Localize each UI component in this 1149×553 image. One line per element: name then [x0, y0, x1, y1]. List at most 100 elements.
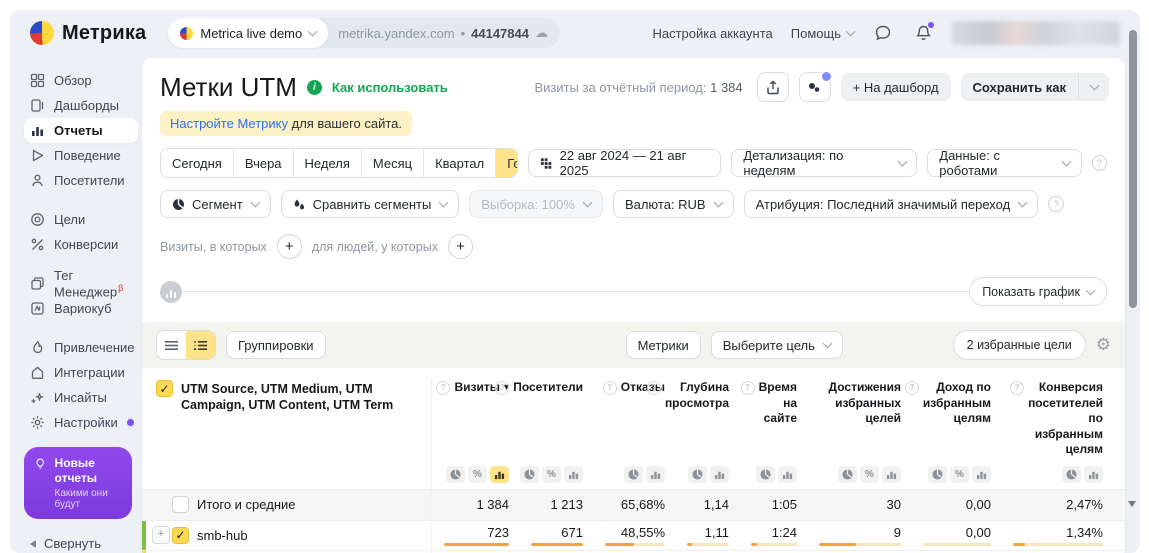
- scrollbar-down-arrow-icon[interactable]: [1128, 501, 1136, 507]
- period-today[interactable]: Сегодня: [161, 149, 234, 177]
- attribution-dropdown[interactable]: Атрибуция: Последний значимый переход: [743, 190, 1039, 218]
- help-icon[interactable]: ?: [646, 381, 661, 395]
- help-icon[interactable]: ?: [1048, 196, 1065, 212]
- sidebar-item-dashboards[interactable]: Дашборды: [24, 93, 138, 118]
- pie-toggle-icon[interactable]: [520, 465, 539, 483]
- sidebar-item-settings[interactable]: Настройки: [24, 410, 138, 435]
- add-to-dashboard-button[interactable]: + На дашборд: [840, 73, 951, 101]
- row-checkbox[interactable]: [172, 496, 189, 514]
- bar-toggle-icon[interactable]: [1084, 465, 1103, 483]
- help-menu[interactable]: Помощь: [791, 26, 856, 41]
- chart-handle-icon[interactable]: [160, 280, 182, 303]
- period-yesterday[interactable]: Вчера: [233, 149, 294, 177]
- save-as-button[interactable]: Сохранить как: [960, 73, 1078, 101]
- bar-toggle-icon[interactable]: [778, 465, 797, 483]
- setup-banner: Настройте Метрику для вашего сайта.: [160, 111, 413, 136]
- segments-share-button[interactable]: [798, 70, 833, 102]
- favorite-goals-pill[interactable]: 2 избранные цели: [952, 330, 1086, 360]
- sidebar-item-behavior[interactable]: Поведение: [24, 143, 138, 168]
- sidebar-item-goals[interactable]: Цели: [24, 207, 138, 232]
- dashboards-icon: [31, 99, 44, 112]
- help-icon[interactable]: ?: [495, 381, 510, 395]
- help-icon[interactable]: ?: [1091, 155, 1107, 171]
- help-icon[interactable]: ?: [436, 381, 451, 395]
- bar-toggle-icon[interactable]: [882, 465, 901, 483]
- add-people-condition-button[interactable]: +: [447, 234, 473, 259]
- column-header-goal-reaches[interactable]: Достижения избранных целей %: [807, 378, 911, 489]
- percent-toggle-icon[interactable]: %: [468, 465, 487, 483]
- sidebar-item-integrations[interactable]: Интеграции: [24, 360, 138, 385]
- bar-toggle-icon[interactable]: [710, 465, 729, 483]
- currency-dropdown[interactable]: Валюта: RUB: [612, 190, 734, 218]
- column-header-visits[interactable]: ? Визиты ▾ %: [431, 378, 519, 489]
- pie-toggle-icon[interactable]: [756, 465, 775, 483]
- period-quarter[interactable]: Квартал: [424, 149, 497, 177]
- pie-toggle-icon[interactable]: [1062, 465, 1081, 483]
- percent-toggle-icon[interactable]: %: [860, 465, 879, 483]
- list-view-toggle[interactable]: [157, 331, 186, 359]
- new-reports-promo-button[interactable]: Новые отчеты Какими они будут: [24, 447, 132, 519]
- sidebar-item-insights[interactable]: Инсайты: [24, 385, 138, 410]
- export-button[interactable]: [756, 72, 789, 102]
- help-icon[interactable]: ?: [904, 381, 919, 395]
- bar-toggle-icon[interactable]: [564, 465, 583, 483]
- row-checkbox[interactable]: [172, 526, 189, 544]
- sidebar-item-attraction[interactable]: Привлечение: [24, 335, 138, 360]
- data-mode-dropdown[interactable]: Данные: с роботами: [927, 148, 1082, 178]
- compare-segments-dropdown[interactable]: Сравнить сегменты: [280, 190, 460, 218]
- groupings-button[interactable]: Группировки: [226, 331, 326, 359]
- how-to-use-link[interactable]: Как использовать: [331, 80, 448, 95]
- sidebar-item-overview[interactable]: Обзор: [24, 68, 138, 93]
- setup-metrika-link[interactable]: Настройте Метрику: [170, 116, 288, 131]
- expand-row-button[interactable]: +: [152, 526, 170, 545]
- pie-toggle-icon[interactable]: [624, 465, 643, 483]
- help-icon[interactable]: ?: [1010, 381, 1025, 395]
- user-account-blurred[interactable]: [952, 21, 1120, 45]
- show-chart-button[interactable]: Показать график: [969, 277, 1107, 306]
- bar-toggle-icon[interactable]: [490, 465, 509, 483]
- help-icon[interactable]: ?: [740, 381, 755, 395]
- percent-toggle-icon[interactable]: %: [542, 465, 561, 483]
- table-settings-gear-icon[interactable]: ⚙: [1095, 334, 1111, 355]
- sidebar-item-tag-manager[interactable]: Тег Менеджерβ: [24, 268, 138, 299]
- column-header-depth[interactable]: ? Глубина просмотра: [646, 378, 739, 489]
- metrics-button[interactable]: Метрики: [625, 331, 701, 359]
- row-label[interactable]: smb-hub: [197, 527, 248, 543]
- sidebar-item-variocube[interactable]: Вариокуб: [24, 296, 138, 321]
- pie-toggle-icon[interactable]: [688, 465, 707, 483]
- scrollbar-thumb[interactable]: [1129, 30, 1137, 308]
- segment-dropdown[interactable]: Сегмент: [160, 190, 271, 218]
- period-week[interactable]: Неделя: [293, 149, 362, 177]
- save-as-dropdown[interactable]: [1078, 73, 1109, 101]
- detalization-dropdown[interactable]: Детализация: по неделям: [731, 148, 918, 178]
- select-all-checkbox[interactable]: [156, 380, 173, 397]
- period-month[interactable]: Месяц: [361, 149, 425, 177]
- vertical-scrollbar[interactable]: [1128, 30, 1137, 545]
- add-visit-condition-button[interactable]: +: [276, 234, 302, 259]
- choose-goal-dropdown[interactable]: Выберите цель: [710, 331, 843, 359]
- counter-switcher[interactable]: Metrica live demo: [168, 18, 329, 48]
- pie-toggle-icon[interactable]: [446, 465, 465, 483]
- colored-list-view-toggle[interactable]: [186, 331, 215, 359]
- help-icon[interactable]: ?: [602, 381, 617, 395]
- notifications-bell-icon[interactable]: [912, 22, 934, 44]
- pie-toggle-icon[interactable]: [838, 465, 857, 483]
- metrika-logo[interactable]: Метрика: [30, 21, 146, 45]
- sidebar-item-visitors[interactable]: Посетители: [24, 168, 138, 193]
- account-settings-link[interactable]: Настройка аккаунта: [652, 25, 773, 41]
- collapse-sidebar-button[interactable]: Свернуть: [30, 536, 101, 551]
- percent-toggle-icon[interactable]: %: [950, 465, 969, 483]
- bar-toggle-icon[interactable]: [646, 465, 665, 483]
- pie-toggle-icon[interactable]: [928, 465, 947, 483]
- date-range-button[interactable]: 22 авг 2024 — 21 авг 2025: [528, 148, 722, 178]
- sidebar-item-reports[interactable]: Отчеты: [24, 118, 138, 143]
- bar-chart-icon: [32, 127, 43, 136]
- column-header-revenue[interactable]: ? Доход по избранным целям %: [904, 378, 1001, 489]
- period-year[interactable]: Год: [496, 149, 518, 177]
- column-header-time[interactable]: ? Время на сайте: [739, 378, 807, 489]
- chat-icon[interactable]: [872, 22, 894, 44]
- column-header-visitors[interactable]: ? Посетители %: [495, 378, 593, 489]
- bar-toggle-icon[interactable]: [972, 465, 991, 483]
- column-header-conversion[interactable]: ? Конверсия посетителей по избранным целя…: [1001, 378, 1113, 489]
- sidebar-item-conversions[interactable]: Конверсии: [24, 232, 138, 257]
